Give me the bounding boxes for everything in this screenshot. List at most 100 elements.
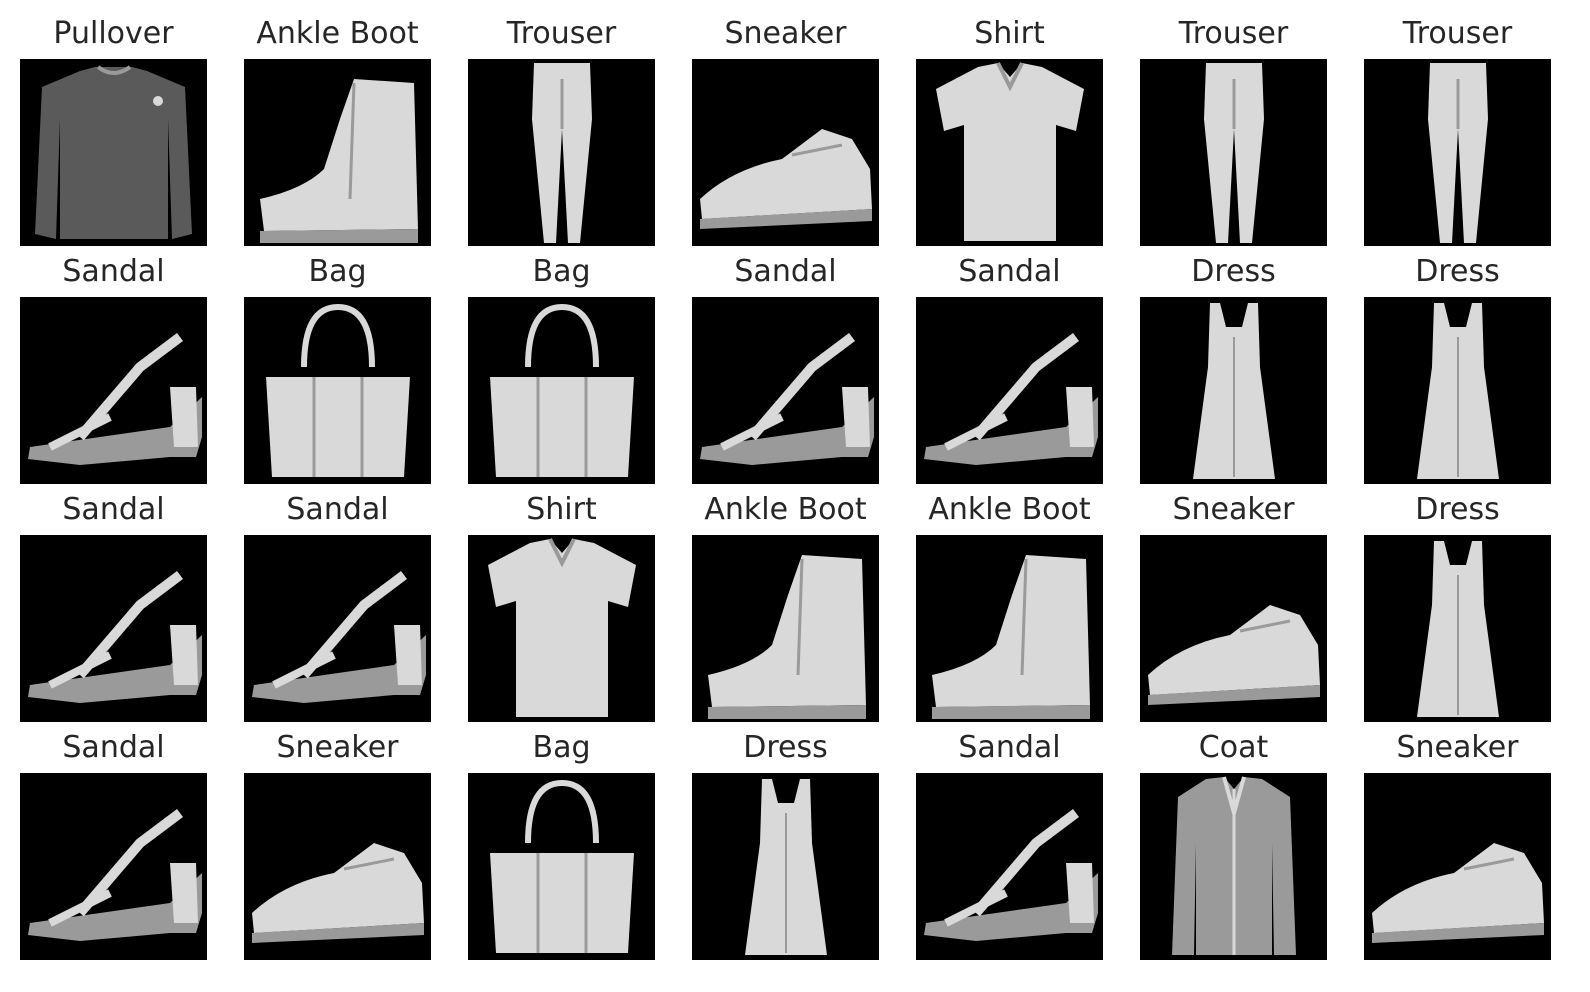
cell-title: Sandal xyxy=(226,488,449,532)
image-tile xyxy=(244,297,431,484)
grid-cell: Bag xyxy=(244,248,431,486)
sandal-icon xyxy=(20,773,207,960)
image-tile xyxy=(20,535,207,722)
image-tile xyxy=(916,535,1103,722)
image-tile xyxy=(692,535,879,722)
sandal-icon xyxy=(244,535,431,722)
image-tile xyxy=(1140,535,1327,722)
image-tile xyxy=(1364,535,1551,722)
cell-title: Shirt xyxy=(450,488,673,532)
image-tile xyxy=(1140,297,1327,484)
cell-title: Dress xyxy=(674,726,897,770)
cell-title: Trouser xyxy=(450,12,673,56)
sneaker-icon xyxy=(1364,773,1551,960)
image-tile xyxy=(692,297,879,484)
cell-title: Ankle Boot xyxy=(898,488,1121,532)
trouser-icon xyxy=(1364,59,1551,246)
cell-title: Ankle Boot xyxy=(226,12,449,56)
image-tile xyxy=(916,297,1103,484)
bag-icon xyxy=(468,297,655,484)
cell-title: Sandal xyxy=(2,488,225,532)
image-tile xyxy=(1364,59,1551,246)
image-tile xyxy=(916,773,1103,960)
shirt-icon xyxy=(468,535,655,722)
sneaker-icon xyxy=(692,59,879,246)
cell-title: Trouser xyxy=(1122,12,1345,56)
image-tile xyxy=(1364,297,1551,484)
grid-cell: Ankle Boot xyxy=(244,10,431,248)
sneaker-icon xyxy=(244,773,431,960)
grid-cell: Trouser xyxy=(1364,10,1551,248)
image-tile xyxy=(244,59,431,246)
grid-cell: Sneaker xyxy=(1140,486,1327,724)
cell-title: Bag xyxy=(226,250,449,294)
sandal-icon xyxy=(916,297,1103,484)
cell-title: Sneaker xyxy=(674,12,897,56)
ankle-boot-icon xyxy=(244,59,431,246)
cell-title: Shirt xyxy=(898,12,1121,56)
grid-cell: Trouser xyxy=(468,10,655,248)
grid-cell: Dress xyxy=(692,724,879,962)
cell-title: Sandal xyxy=(674,250,897,294)
cell-title: Ankle Boot xyxy=(674,488,897,532)
cell-title: Sandal xyxy=(898,726,1121,770)
grid-cell: Sandal xyxy=(916,724,1103,962)
grid-cell: Dress xyxy=(1364,486,1551,724)
cell-title: Pullover xyxy=(2,12,225,56)
cell-title: Coat xyxy=(1122,726,1345,770)
dress-icon xyxy=(692,773,879,960)
grid-cell: Coat xyxy=(1140,724,1327,962)
grid-cell: Shirt xyxy=(468,486,655,724)
cell-title: Dress xyxy=(1346,488,1569,532)
grid-cell: Pullover xyxy=(20,10,207,248)
image-tile xyxy=(1364,773,1551,960)
dress-icon xyxy=(1140,297,1327,484)
cell-title: Dress xyxy=(1346,250,1569,294)
ankle-boot-icon xyxy=(692,535,879,722)
cell-title: Dress xyxy=(1122,250,1345,294)
pullover-icon xyxy=(20,59,207,246)
grid-cell: Trouser xyxy=(1140,10,1327,248)
bag-icon xyxy=(468,773,655,960)
grid-cell: Sandal xyxy=(244,486,431,724)
shirt-icon xyxy=(916,59,1103,246)
coat-icon xyxy=(1140,773,1327,960)
grid-cell: Sandal xyxy=(916,248,1103,486)
grid-cell: Sneaker xyxy=(1364,724,1551,962)
sandal-icon xyxy=(692,297,879,484)
grid-cell: Ankle Boot xyxy=(692,486,879,724)
grid-cell: Dress xyxy=(1140,248,1327,486)
sandal-icon xyxy=(20,297,207,484)
grid-cell: Bag xyxy=(468,248,655,486)
cell-title: Trouser xyxy=(1346,12,1569,56)
cell-title: Sneaker xyxy=(1346,726,1569,770)
image-tile xyxy=(692,773,879,960)
cell-title: Sandal xyxy=(898,250,1121,294)
bag-icon xyxy=(244,297,431,484)
image-tile xyxy=(20,59,207,246)
dress-icon xyxy=(1364,297,1551,484)
sandal-icon xyxy=(20,535,207,722)
grid-cell: Dress xyxy=(1364,248,1551,486)
image-tile xyxy=(244,773,431,960)
cell-title: Bag xyxy=(450,726,673,770)
image-tile xyxy=(20,297,207,484)
image-tile xyxy=(916,59,1103,246)
grid-cell: Ankle Boot xyxy=(916,486,1103,724)
grid-cell: Shirt xyxy=(916,10,1103,248)
image-tile xyxy=(692,59,879,246)
cell-title: Bag xyxy=(450,250,673,294)
grid-cell: Sandal xyxy=(20,724,207,962)
grid-cell: Sneaker xyxy=(692,10,879,248)
trouser-icon xyxy=(1140,59,1327,246)
grid-cell: Bag xyxy=(468,724,655,962)
cell-title: Sneaker xyxy=(226,726,449,770)
image-tile xyxy=(468,59,655,246)
cell-title: Sandal xyxy=(2,726,225,770)
dress-icon xyxy=(1364,535,1551,722)
image-tile xyxy=(468,535,655,722)
cell-title: Sandal xyxy=(2,250,225,294)
image-tile xyxy=(468,297,655,484)
trouser-icon xyxy=(468,59,655,246)
grid-cell: Sneaker xyxy=(244,724,431,962)
